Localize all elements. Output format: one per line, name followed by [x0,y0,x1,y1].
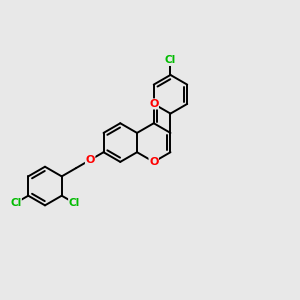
Text: O: O [85,155,95,165]
Text: O: O [149,157,158,167]
Text: Cl: Cl [165,56,176,65]
Text: O: O [149,99,158,109]
Text: Cl: Cl [10,198,21,208]
Text: Cl: Cl [69,198,80,208]
